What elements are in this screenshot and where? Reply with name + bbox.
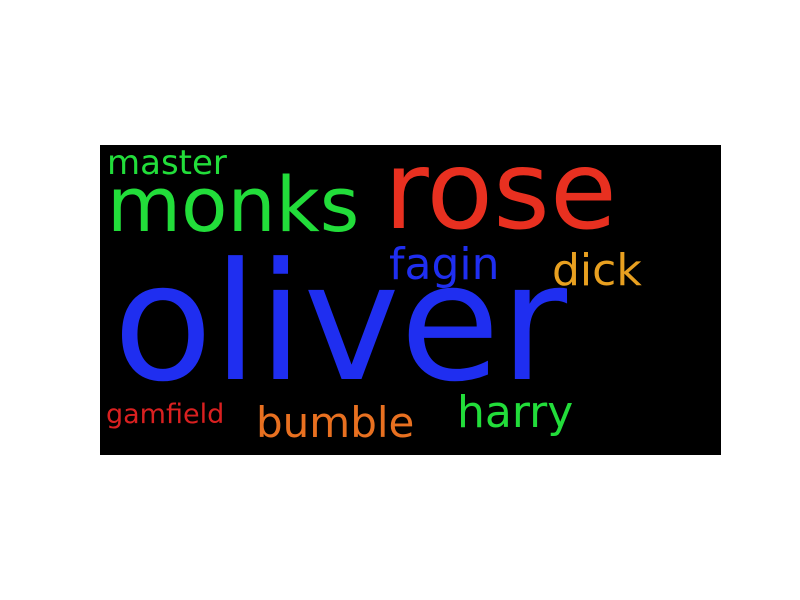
- word-dick: dick: [552, 245, 642, 296]
- word-fagin: fagin: [389, 239, 500, 290]
- word-bumble: bumble: [256, 398, 415, 447]
- word-harry: harry: [457, 387, 574, 438]
- word-monks: monks: [107, 160, 360, 249]
- word-cloud: oliver rose monks fagin dick harry bumbl…: [100, 145, 721, 455]
- word-master: master: [107, 145, 227, 183]
- word-gamfield: gamfield: [106, 399, 225, 430]
- word-oliver: oliver: [113, 229, 568, 418]
- word-rose: rose: [384, 145, 617, 254]
